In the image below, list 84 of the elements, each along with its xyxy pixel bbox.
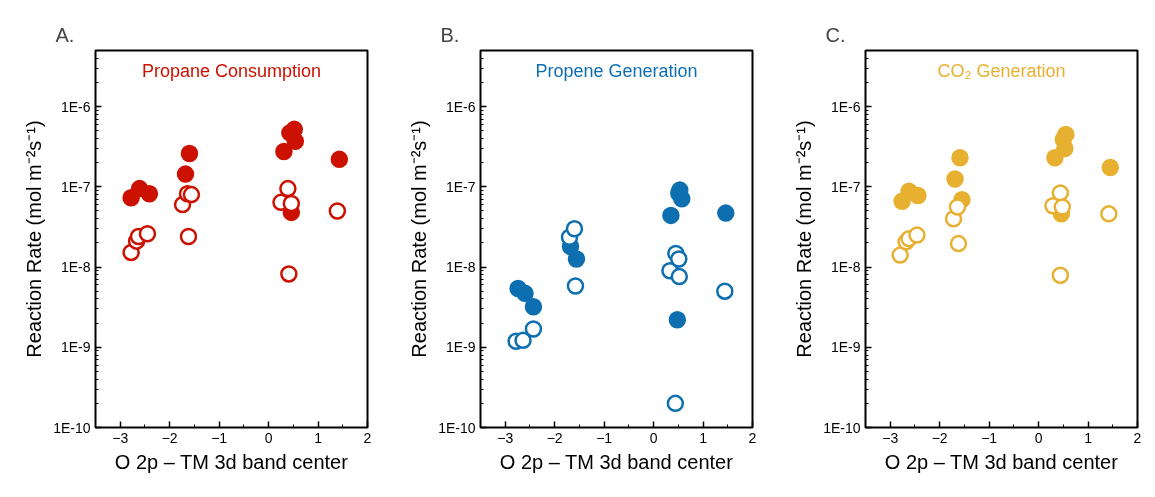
x-axis-title: O 2p – TM 3d band center (114, 450, 349, 473)
point (286, 132, 305, 150)
x-tick-label: −3 (882, 429, 899, 446)
y-tick-label: 1E-7 (445, 178, 476, 195)
y-tick-label: 1E-6 (445, 98, 476, 115)
point (566, 277, 585, 295)
point (717, 204, 735, 222)
point (330, 150, 349, 169)
point (946, 170, 964, 188)
y-axis-title: Reaction Rate (mol m⁻²s⁻¹) (23, 120, 46, 358)
point (673, 190, 691, 208)
text: Propane Consumption (141, 60, 322, 81)
point (949, 234, 968, 253)
y-tick-label: 1E-9 (60, 339, 91, 356)
x-tick-label: −3 (497, 429, 514, 446)
point (909, 186, 927, 205)
point (514, 331, 532, 350)
point (138, 225, 157, 243)
chart-title: B. (440, 23, 460, 46)
y-axis-title: Reaction Rate (mol m⁻²s⁻¹) (408, 120, 431, 358)
point (140, 184, 159, 203)
y-tick-label: 1E-8 (445, 259, 476, 276)
text: Propene Generation (535, 60, 698, 81)
y-tick-label: 1E-9 (445, 339, 476, 356)
x-tick-label: 1 (1084, 429, 1093, 446)
x-tick-label: 2 (1133, 429, 1142, 446)
x-tick-label: 2 (748, 429, 757, 446)
point (891, 246, 909, 264)
point (1051, 184, 1070, 202)
point (275, 142, 293, 161)
point (1053, 198, 1072, 216)
point (180, 144, 199, 163)
point (280, 265, 298, 283)
point (182, 185, 201, 204)
y-tick-label: 1E-7 (830, 178, 861, 195)
point (1100, 205, 1118, 223)
y-tick-label: 1E-10 (823, 419, 861, 436)
x-tick-label: −3 (112, 429, 129, 446)
x-tick-label: −2 (161, 429, 178, 446)
y-tick-label: 1E-6 (830, 98, 861, 115)
text: CO₂ Generation (937, 60, 1066, 81)
point (524, 298, 543, 316)
point (951, 149, 969, 167)
point (179, 227, 198, 246)
point (670, 250, 688, 268)
x-tick-label: 2 (363, 429, 372, 446)
y-tick-label: 1E-7 (60, 178, 91, 195)
point (516, 284, 534, 303)
y-tick-label: 1E-8 (60, 259, 91, 276)
point (666, 394, 685, 413)
chart-title: A. (55, 23, 75, 46)
point (716, 282, 734, 300)
x-tick-label: −2 (931, 429, 948, 446)
point (670, 267, 689, 286)
point (565, 220, 584, 238)
x-tick-label: −1 (211, 429, 228, 446)
y-tick-label: 1E-10 (53, 419, 91, 436)
point (279, 179, 297, 198)
point (908, 226, 926, 244)
x-tick-label: 1 (314, 429, 323, 446)
point (328, 202, 347, 220)
point (176, 165, 195, 183)
point (948, 198, 967, 216)
y-axis-title: Reaction Rate (mol m⁻²s⁻¹) (793, 120, 816, 358)
x-tick-label: −1 (981, 429, 998, 446)
y-tick-label: 1E-6 (60, 98, 91, 115)
x-tick-label: 0 (649, 429, 658, 446)
y-tick-label: 1E-9 (830, 339, 861, 356)
y-tick-label: 1E-8 (830, 259, 861, 276)
point (1051, 266, 1070, 284)
x-axis-title: O 2p – TM 3d band center (884, 450, 1119, 473)
y-tick-label: 1E-10 (438, 419, 476, 436)
x-tick-label: −1 (596, 429, 613, 446)
point (567, 250, 586, 268)
point (662, 206, 680, 225)
x-tick-label: 1 (699, 429, 708, 446)
point (1101, 158, 1120, 177)
x-axis-title: O 2p – TM 3d band center (499, 450, 734, 473)
chart-title: C. (825, 23, 846, 46)
point (668, 311, 687, 329)
x-tick-label: 0 (264, 429, 273, 446)
x-tick-label: −2 (546, 429, 563, 446)
point (524, 320, 543, 338)
x-tick-label: 0 (1034, 429, 1043, 446)
